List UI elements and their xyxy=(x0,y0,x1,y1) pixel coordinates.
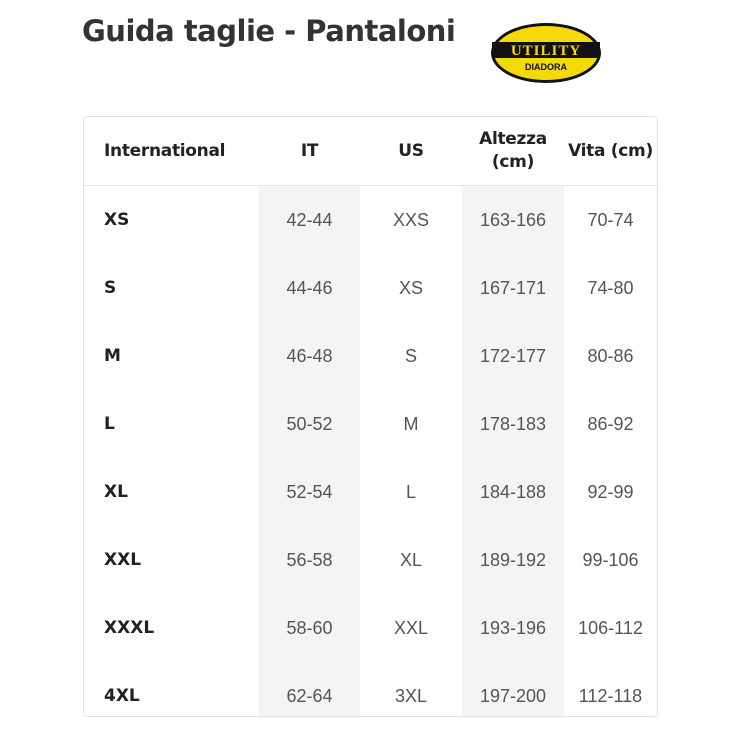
table-cell: XXS xyxy=(392,209,430,230)
table-cell: XXXL xyxy=(104,618,155,638)
table-cell: XL xyxy=(399,549,423,570)
size-table: International IT US Altezza (cm) Vita (cm) X… xyxy=(84,117,657,716)
header-vita: Vita (cm) xyxy=(564,117,657,186)
table-cell: 46-48 xyxy=(259,322,360,390)
table-cell: XL xyxy=(104,482,128,502)
table-cell: 184-188 xyxy=(462,458,564,526)
table-cell: XXL xyxy=(104,550,142,570)
header-international: International xyxy=(84,117,259,186)
table-row: XS 42-44 XXS 163-166 70-74 xyxy=(84,185,657,254)
table-cell: 189-192 xyxy=(462,526,564,594)
table-cell: L xyxy=(104,414,115,434)
table-cell: 92-99 xyxy=(587,481,634,502)
table-cell: 197-200 xyxy=(462,662,564,716)
table-cell: 44-46 xyxy=(259,254,360,322)
table-cell: 42-44 xyxy=(259,185,360,254)
table-cell: S xyxy=(104,278,117,298)
table-cell: L xyxy=(405,481,416,502)
table-cell: 74-80 xyxy=(587,277,634,298)
svg-text:DIADORA: DIADORA xyxy=(525,62,567,72)
table-row: M 46-48 S 172-177 80-86 xyxy=(84,322,657,390)
table-cell: 62-64 xyxy=(259,662,360,716)
table-cell: 99-106 xyxy=(582,549,639,570)
table-row: L 50-52 M 178-183 86-92 xyxy=(84,390,657,458)
header-altezza: Altezza (cm) xyxy=(462,117,564,186)
table-cell: XXL xyxy=(393,617,429,638)
svg-text:UTILITY: UTILITY xyxy=(511,43,581,59)
header-us: US xyxy=(360,117,462,186)
table-cell: 50-52 xyxy=(259,390,360,458)
table-cell: 4XL xyxy=(104,686,140,706)
table-cell: M xyxy=(104,346,121,366)
table-cell: XS xyxy=(104,210,130,230)
table-cell: 86-92 xyxy=(587,413,634,434)
table-row: 4XL 62-64 3XL 197-200 112-118 xyxy=(84,662,657,716)
table-cell: 163-166 xyxy=(462,185,564,254)
table-cell: 70-74 xyxy=(587,209,634,230)
table-cell: 58-60 xyxy=(259,594,360,662)
table-header-row: International IT US Altezza (cm) Vita (cm) xyxy=(84,117,657,186)
table-cell: 80-86 xyxy=(587,345,634,366)
table-row: XXL 56-58 XL 189-192 99-106 xyxy=(84,526,657,594)
size-table-container: International IT US Altezza (cm) Vita (cm) X… xyxy=(83,116,658,717)
table-cell: 3XL xyxy=(394,685,428,706)
table-cell: 178-183 xyxy=(462,390,564,458)
utility-diadora-logo: UTILITY DIADORA xyxy=(491,23,601,83)
table-cell: 106-112 xyxy=(578,617,643,638)
table-cell: 112-118 xyxy=(578,685,643,706)
header-it: IT xyxy=(259,117,360,186)
table-cell: S xyxy=(404,345,417,366)
table-cell: 167-171 xyxy=(462,254,564,322)
page-title: Guida taglie - Pantaloni xyxy=(82,14,456,48)
table-row: XXXL 58-60 XXL 193-196 106-112 xyxy=(84,594,657,662)
table-cell: 193-196 xyxy=(462,594,564,662)
table-cell: 52-54 xyxy=(259,458,360,526)
table-row: XL 52-54 L 184-188 92-99 xyxy=(84,458,657,526)
table-cell: 172-177 xyxy=(462,322,564,390)
table-cell: M xyxy=(403,413,419,434)
table-row: S 44-46 XS 167-171 74-80 xyxy=(84,254,657,322)
table-cell: 56-58 xyxy=(259,526,360,594)
table-cell: XS xyxy=(398,277,423,298)
